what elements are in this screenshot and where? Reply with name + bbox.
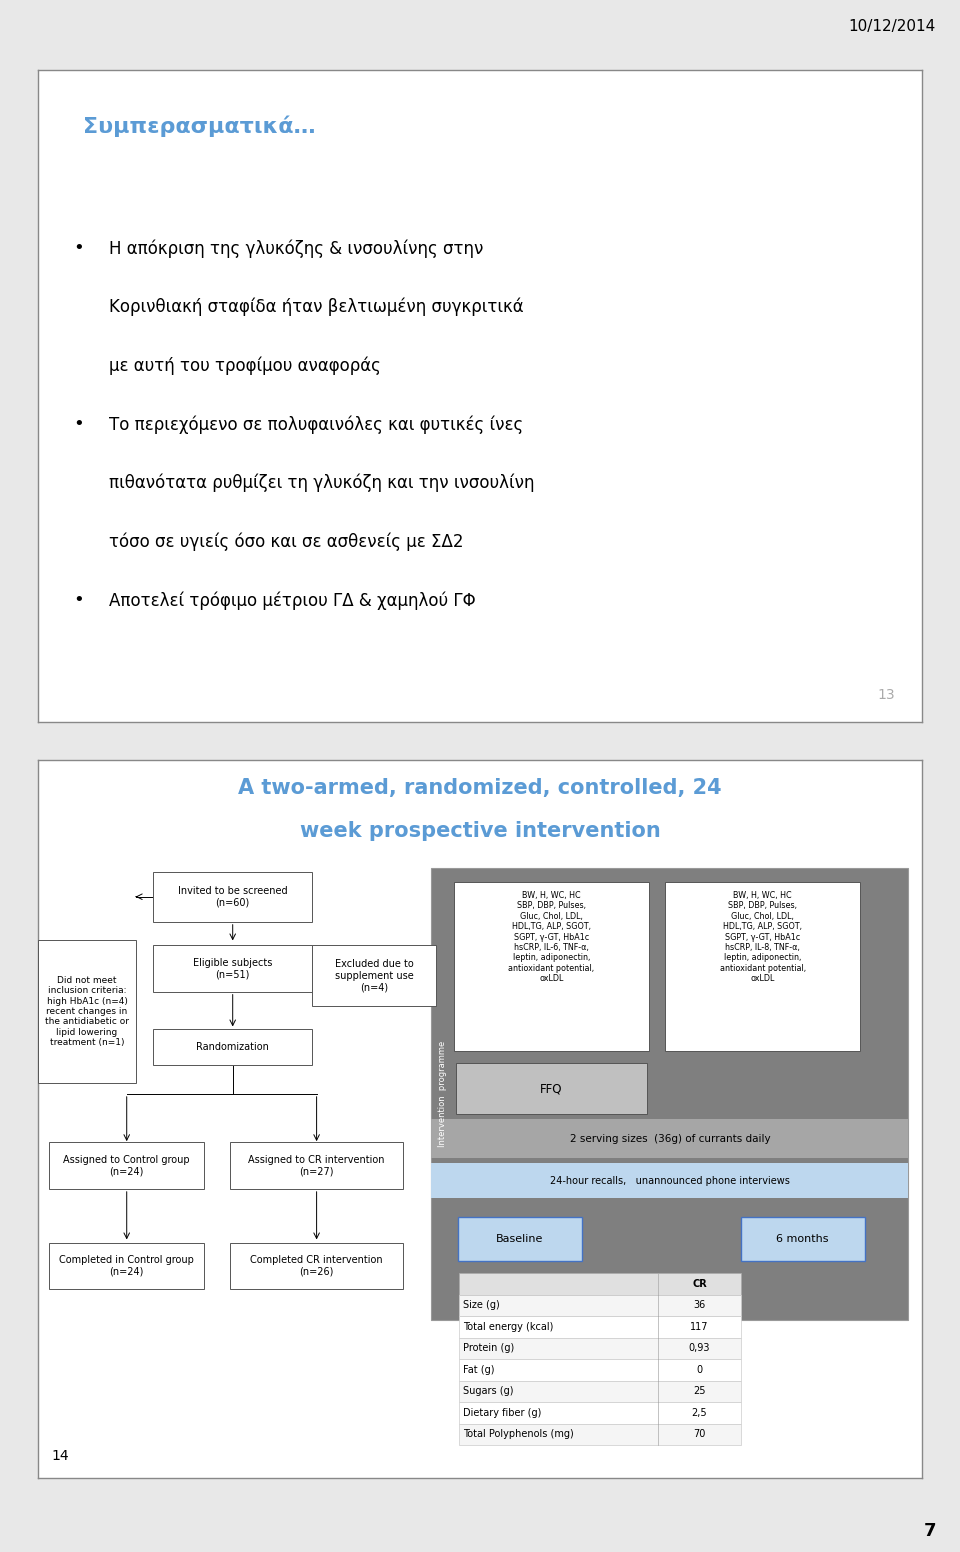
- Text: 0,93: 0,93: [688, 1344, 710, 1353]
- FancyBboxPatch shape: [459, 1401, 741, 1423]
- Text: Assigned to Control group
(n=24): Assigned to Control group (n=24): [63, 1155, 190, 1176]
- Text: Randomization: Randomization: [196, 1043, 269, 1052]
- Text: 7: 7: [924, 1521, 936, 1540]
- Text: A two-armed, randomized, controlled, 24: A two-armed, randomized, controlled, 24: [238, 779, 722, 798]
- FancyBboxPatch shape: [38, 939, 135, 1083]
- FancyBboxPatch shape: [459, 1423, 741, 1445]
- Text: 36: 36: [693, 1301, 706, 1310]
- Text: •: •: [74, 591, 84, 610]
- Text: 2,5: 2,5: [691, 1408, 708, 1419]
- Text: CR: CR: [692, 1279, 707, 1288]
- Text: Dietary fiber (g): Dietary fiber (g): [464, 1408, 541, 1419]
- Text: 2 serving sizes  (36g) of currants daily: 2 serving sizes (36g) of currants daily: [569, 1135, 770, 1144]
- Text: 70: 70: [693, 1429, 706, 1440]
- FancyBboxPatch shape: [459, 1381, 741, 1401]
- FancyBboxPatch shape: [431, 1119, 908, 1158]
- FancyBboxPatch shape: [230, 1243, 403, 1290]
- Text: BW, H, WC, HC
SBP, DBP, Pulses,
Gluc, Chol, LDL,
HDL,TG, ALP, SGOT,
SGPT, γ-GT, : BW, H, WC, HC SBP, DBP, Pulses, Gluc, Ch…: [509, 891, 594, 982]
- FancyBboxPatch shape: [665, 883, 860, 1051]
- FancyBboxPatch shape: [154, 945, 312, 992]
- Text: πιθανότατα ρυθμίζει τη γλυκόζη και την ινσουλίνη: πιθανότατα ρυθμίζει τη γλυκόζη και την ι…: [109, 473, 535, 492]
- Text: Eligible subjects
(n=51): Eligible subjects (n=51): [193, 958, 273, 979]
- Text: Η απόκριση της γλυκόζης & ινσουλίνης στην: Η απόκριση της γλυκόζης & ινσουλίνης στη…: [109, 239, 484, 258]
- Text: Completed CR intervention
(n=26): Completed CR intervention (n=26): [251, 1256, 383, 1277]
- Text: Συμπερασματικά…: Συμπερασματικά…: [83, 115, 315, 137]
- Text: 24-hour recalls,   unannounced phone interviews: 24-hour recalls, unannounced phone inter…: [550, 1176, 790, 1186]
- Text: Baseline: Baseline: [496, 1234, 543, 1245]
- FancyBboxPatch shape: [50, 1142, 204, 1189]
- Text: Did not meet
inclusion criteria:
high HbA1c (n=4)
recent changes in
the antidiab: Did not meet inclusion criteria: high Hb…: [45, 976, 129, 1048]
- Text: Total Polyphenols (mg): Total Polyphenols (mg): [464, 1429, 574, 1440]
- Text: με αυτή του τροφίμου αναφοράς: με αυτή του τροφίμου αναφοράς: [109, 357, 381, 376]
- FancyBboxPatch shape: [312, 945, 436, 1006]
- FancyBboxPatch shape: [459, 1294, 741, 1316]
- FancyBboxPatch shape: [456, 1063, 647, 1114]
- FancyBboxPatch shape: [459, 1360, 741, 1381]
- Text: week prospective intervention: week prospective intervention: [300, 821, 660, 841]
- Text: Sugars (g): Sugars (g): [464, 1386, 514, 1397]
- Text: Total energy (kcal): Total energy (kcal): [464, 1322, 554, 1332]
- Text: •: •: [74, 239, 84, 258]
- FancyBboxPatch shape: [740, 1217, 865, 1260]
- Text: Assigned to CR intervention
(n=27): Assigned to CR intervention (n=27): [249, 1155, 385, 1176]
- Text: 14: 14: [52, 1450, 69, 1464]
- FancyBboxPatch shape: [459, 1338, 741, 1360]
- Text: BW, H, WC, HC
SBP, DBP, Pulses,
Gluc, Chol, LDL,
HDL,TG, ALP, SGOT,
SGPT, γ-GT, : BW, H, WC, HC SBP, DBP, Pulses, Gluc, Ch…: [720, 891, 805, 982]
- FancyBboxPatch shape: [455, 875, 901, 1313]
- Text: 0: 0: [696, 1364, 703, 1375]
- Text: •: •: [74, 416, 84, 433]
- Text: Excluded due to
supplement use
(n=4): Excluded due to supplement use (n=4): [335, 959, 414, 992]
- Text: τόσο σε υγιείς όσο και σε ασθενείς με ΣΔ2: τόσο σε υγιείς όσο και σε ασθενείς με ΣΔ…: [109, 532, 464, 551]
- Text: Protein (g): Protein (g): [464, 1344, 515, 1353]
- Text: 6 months: 6 months: [776, 1234, 828, 1245]
- Text: Size (g): Size (g): [464, 1301, 500, 1310]
- Text: Αποτελεί τρόφιμο μέτριου ΓΔ & χαμηλού ΓΦ: Αποτελεί τρόφιμο μέτριου ΓΔ & χαμηλού ΓΦ: [109, 591, 476, 610]
- Text: 10/12/2014: 10/12/2014: [849, 19, 936, 34]
- Text: Το περιεχόμενο σε πολυφαινόλες και φυτικές ίνες: Το περιεχόμενο σε πολυφαινόλες και φυτικ…: [109, 416, 523, 435]
- Text: FFQ: FFQ: [540, 1082, 563, 1096]
- Text: Κορινθιακή σταφίδα ήταν βελτιωμένη συγκριτικά: Κορινθιακή σταφίδα ήταν βελτιωμένη συγκρ…: [109, 298, 524, 317]
- FancyBboxPatch shape: [459, 1316, 741, 1338]
- Text: Invited to be screened
(n=60): Invited to be screened (n=60): [178, 886, 287, 908]
- Text: Fat (g): Fat (g): [464, 1364, 494, 1375]
- FancyBboxPatch shape: [431, 868, 908, 1319]
- FancyBboxPatch shape: [459, 1273, 741, 1294]
- Text: 13: 13: [877, 688, 895, 702]
- Text: 25: 25: [693, 1386, 706, 1397]
- FancyBboxPatch shape: [454, 883, 649, 1051]
- FancyBboxPatch shape: [154, 1029, 312, 1065]
- FancyBboxPatch shape: [431, 1164, 908, 1198]
- FancyBboxPatch shape: [50, 1243, 204, 1290]
- FancyBboxPatch shape: [458, 1217, 583, 1260]
- FancyBboxPatch shape: [230, 1142, 403, 1189]
- Text: Intervention  programme: Intervention programme: [439, 1041, 447, 1147]
- FancyBboxPatch shape: [154, 872, 312, 922]
- Text: 117: 117: [690, 1322, 708, 1332]
- Text: Completed in Control group
(n=24): Completed in Control group (n=24): [60, 1256, 194, 1277]
